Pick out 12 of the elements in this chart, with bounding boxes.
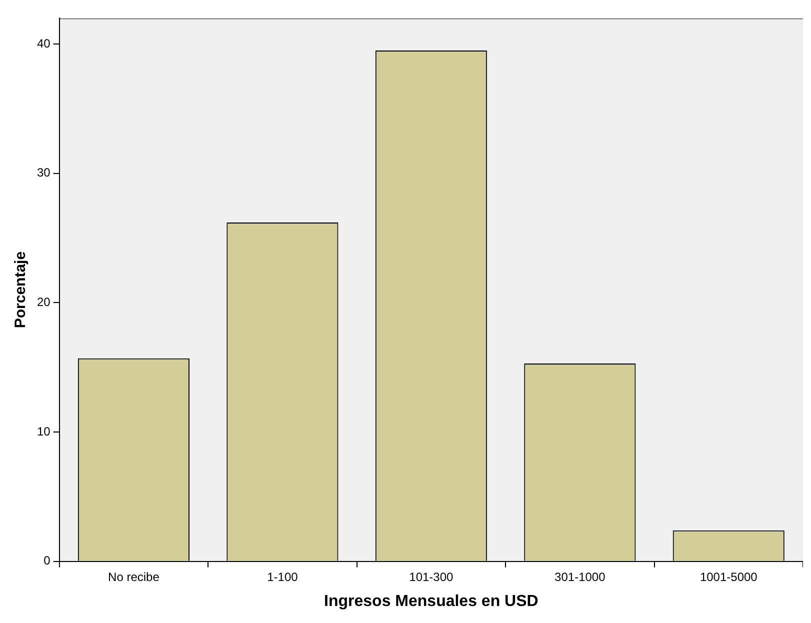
x-tick-label: 1001-5000: [700, 570, 758, 584]
x-tick-label: 101-300: [409, 570, 454, 584]
y-tick-label: 20: [36, 295, 51, 310]
y-axis-title: Porcentaje: [12, 251, 30, 328]
x-axis-title: Ingresos Mensuales en USD: [324, 592, 538, 610]
x-tick-label: No recibe: [108, 570, 160, 584]
y-tick-label: 10: [36, 424, 51, 438]
y-tick-label: 30: [36, 166, 51, 180]
x-tick-label: 1-100: [267, 570, 298, 584]
y-tick-label: 40: [36, 36, 51, 50]
x-tick-label: 301-1000: [554, 570, 606, 584]
y-tick-label: 0: [44, 554, 51, 568]
